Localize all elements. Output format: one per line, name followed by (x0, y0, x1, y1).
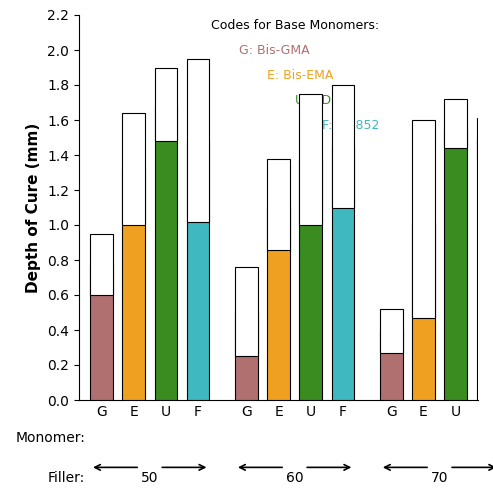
Text: Monomer:: Monomer: (15, 431, 85, 445)
Text: F: Fit-852: F: Fit-852 (322, 119, 380, 132)
Bar (187, 141, 210, 400)
Text: 60: 60 (286, 471, 304, 485)
Text: Codes for Base Monomers:: Codes for Base Monomers: (211, 19, 379, 32)
Bar (155, 106, 177, 400)
Bar (235, 312, 258, 400)
Bar (267, 208, 290, 400)
Bar (380, 309, 402, 353)
Bar (90, 234, 113, 295)
Bar (90, 265, 113, 400)
Bar (412, 222, 435, 400)
Text: E: Bis-EMA: E: Bis-EMA (267, 69, 333, 82)
Bar (299, 94, 322, 225)
Bar (155, 68, 177, 141)
Text: 50: 50 (141, 471, 158, 485)
Bar (267, 158, 290, 250)
Bar (477, 139, 493, 400)
Bar (380, 330, 402, 400)
Bar (122, 169, 145, 400)
Bar (299, 158, 322, 400)
Y-axis label: Depth of Cure (mm): Depth of Cure (mm) (27, 122, 41, 292)
Bar (412, 120, 435, 318)
Bar (444, 99, 467, 148)
Bar (332, 85, 354, 208)
Bar (444, 128, 467, 400)
Bar (332, 146, 354, 400)
Bar (122, 113, 145, 225)
Text: Filler:: Filler: (48, 471, 85, 485)
Bar (477, 118, 493, 158)
Bar (187, 58, 210, 222)
Text: 70: 70 (431, 471, 448, 485)
Text: G: Bis-GMA: G: Bis-GMA (239, 44, 309, 57)
Text: U: UDMA: U: UDMA (294, 94, 350, 107)
Bar (235, 267, 258, 356)
